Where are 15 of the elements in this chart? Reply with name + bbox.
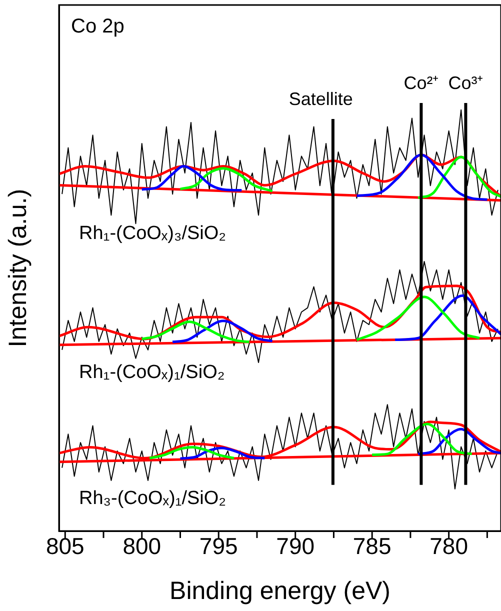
x-tick-label: 800 <box>122 533 162 560</box>
x-tick-label: 805 <box>46 533 84 560</box>
ref-line-label: Co³⁺ <box>448 73 484 93</box>
series-label: Rh₃-(CoOₓ)₁/SiO₂ <box>79 488 226 510</box>
ref-line-label: Co²⁺ <box>404 73 439 93</box>
x-tick-label: 795 <box>199 533 238 560</box>
series-label: Rh₁-(CoOₓ)₁/SiO₂ <box>79 362 225 383</box>
x-axis-title: Binding energy (eV) <box>170 576 390 605</box>
x-tick-label: 790 <box>276 533 315 560</box>
series-label: Rh₁-(CoOₓ)₃/SiO₂ <box>79 222 226 244</box>
ref-line-label: Satellite <box>288 89 353 109</box>
x-tick-label: 785 <box>352 533 392 560</box>
x-tick-label: 780 <box>430 533 468 560</box>
text: Co 2p <box>71 16 124 38</box>
y-axis-title: Intensity (a.u.) <box>4 188 32 348</box>
